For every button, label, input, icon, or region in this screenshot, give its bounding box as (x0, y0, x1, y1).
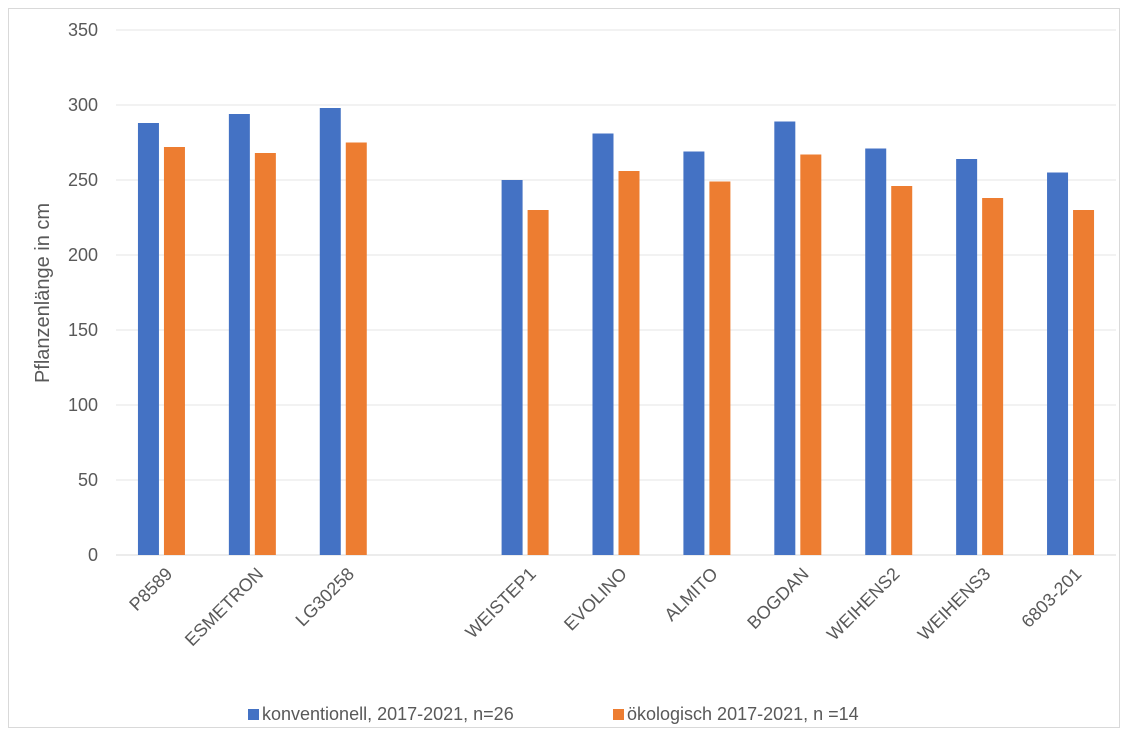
bar-konventionell (956, 159, 978, 555)
bar-oekologisch (345, 142, 367, 555)
y-tick-label: 250 (68, 170, 98, 190)
x-category-label: ESMETRON (181, 564, 267, 650)
bar-oekologisch (254, 153, 276, 555)
y-tick-label: 200 (68, 245, 98, 265)
y-tick-label: 50 (78, 470, 98, 490)
y-tick-label: 350 (68, 20, 98, 40)
bar-konventionell (592, 133, 614, 555)
legend-swatch (613, 709, 624, 720)
bar-oekologisch (891, 186, 913, 555)
x-axis-labels: P8589 ESMETRON LG30258 WEISTEP1 EVOLINO ALMIT… (125, 564, 1085, 650)
x-category-label: WEIHENS3 (914, 564, 995, 645)
bar-oekologisch (800, 154, 822, 555)
chart-frame (8, 8, 1120, 728)
legend-label: ökologisch 2017-2021, n =14 (627, 704, 859, 724)
y-tick-label: 0 (88, 545, 98, 565)
bar-oekologisch (982, 198, 1004, 555)
y-tick-label: 150 (68, 320, 98, 340)
bar-konventionell (774, 121, 796, 555)
bar-konventionell (228, 114, 250, 555)
bar-konventionell (501, 180, 523, 555)
y-tick-label: 300 (68, 95, 98, 115)
legend: konventionell, 2017-2021, n=26 ökologisch… (248, 704, 859, 724)
x-category-label: 6803-201 (1017, 564, 1085, 632)
bar-oekologisch (527, 210, 549, 555)
bars (137, 108, 1095, 555)
bar-konventionell (1047, 172, 1069, 555)
x-category-label: ALMITO (660, 564, 721, 625)
legend-label: konventionell, 2017-2021, n=26 (262, 704, 514, 724)
bar-konventionell (319, 108, 341, 555)
x-category-label: WEISTEP1 (461, 564, 540, 643)
x-category-label: BOGDAN (743, 564, 812, 633)
gridlines (116, 29, 1116, 556)
x-category-label: EVOLINO (560, 564, 631, 635)
bar-oekologisch (163, 147, 185, 555)
y-tick-label: 100 (68, 395, 98, 415)
bar-konventionell (683, 151, 705, 555)
y-axis-ticks: 0 50 100 150 200 250 300 350 (68, 20, 98, 565)
bar-oekologisch (618, 171, 640, 555)
bar-konventionell (137, 123, 159, 555)
y-axis-title: Pflanzenlänge in cm (32, 203, 54, 383)
x-category-label: WEIHENS2 (823, 564, 904, 645)
bar-oekologisch (1073, 210, 1095, 555)
x-category-label: P8589 (125, 564, 176, 615)
legend-swatch (248, 709, 259, 720)
x-category-label: LG30258 (292, 564, 359, 631)
bar-oekologisch (709, 181, 731, 555)
bar-konventionell (865, 148, 887, 555)
